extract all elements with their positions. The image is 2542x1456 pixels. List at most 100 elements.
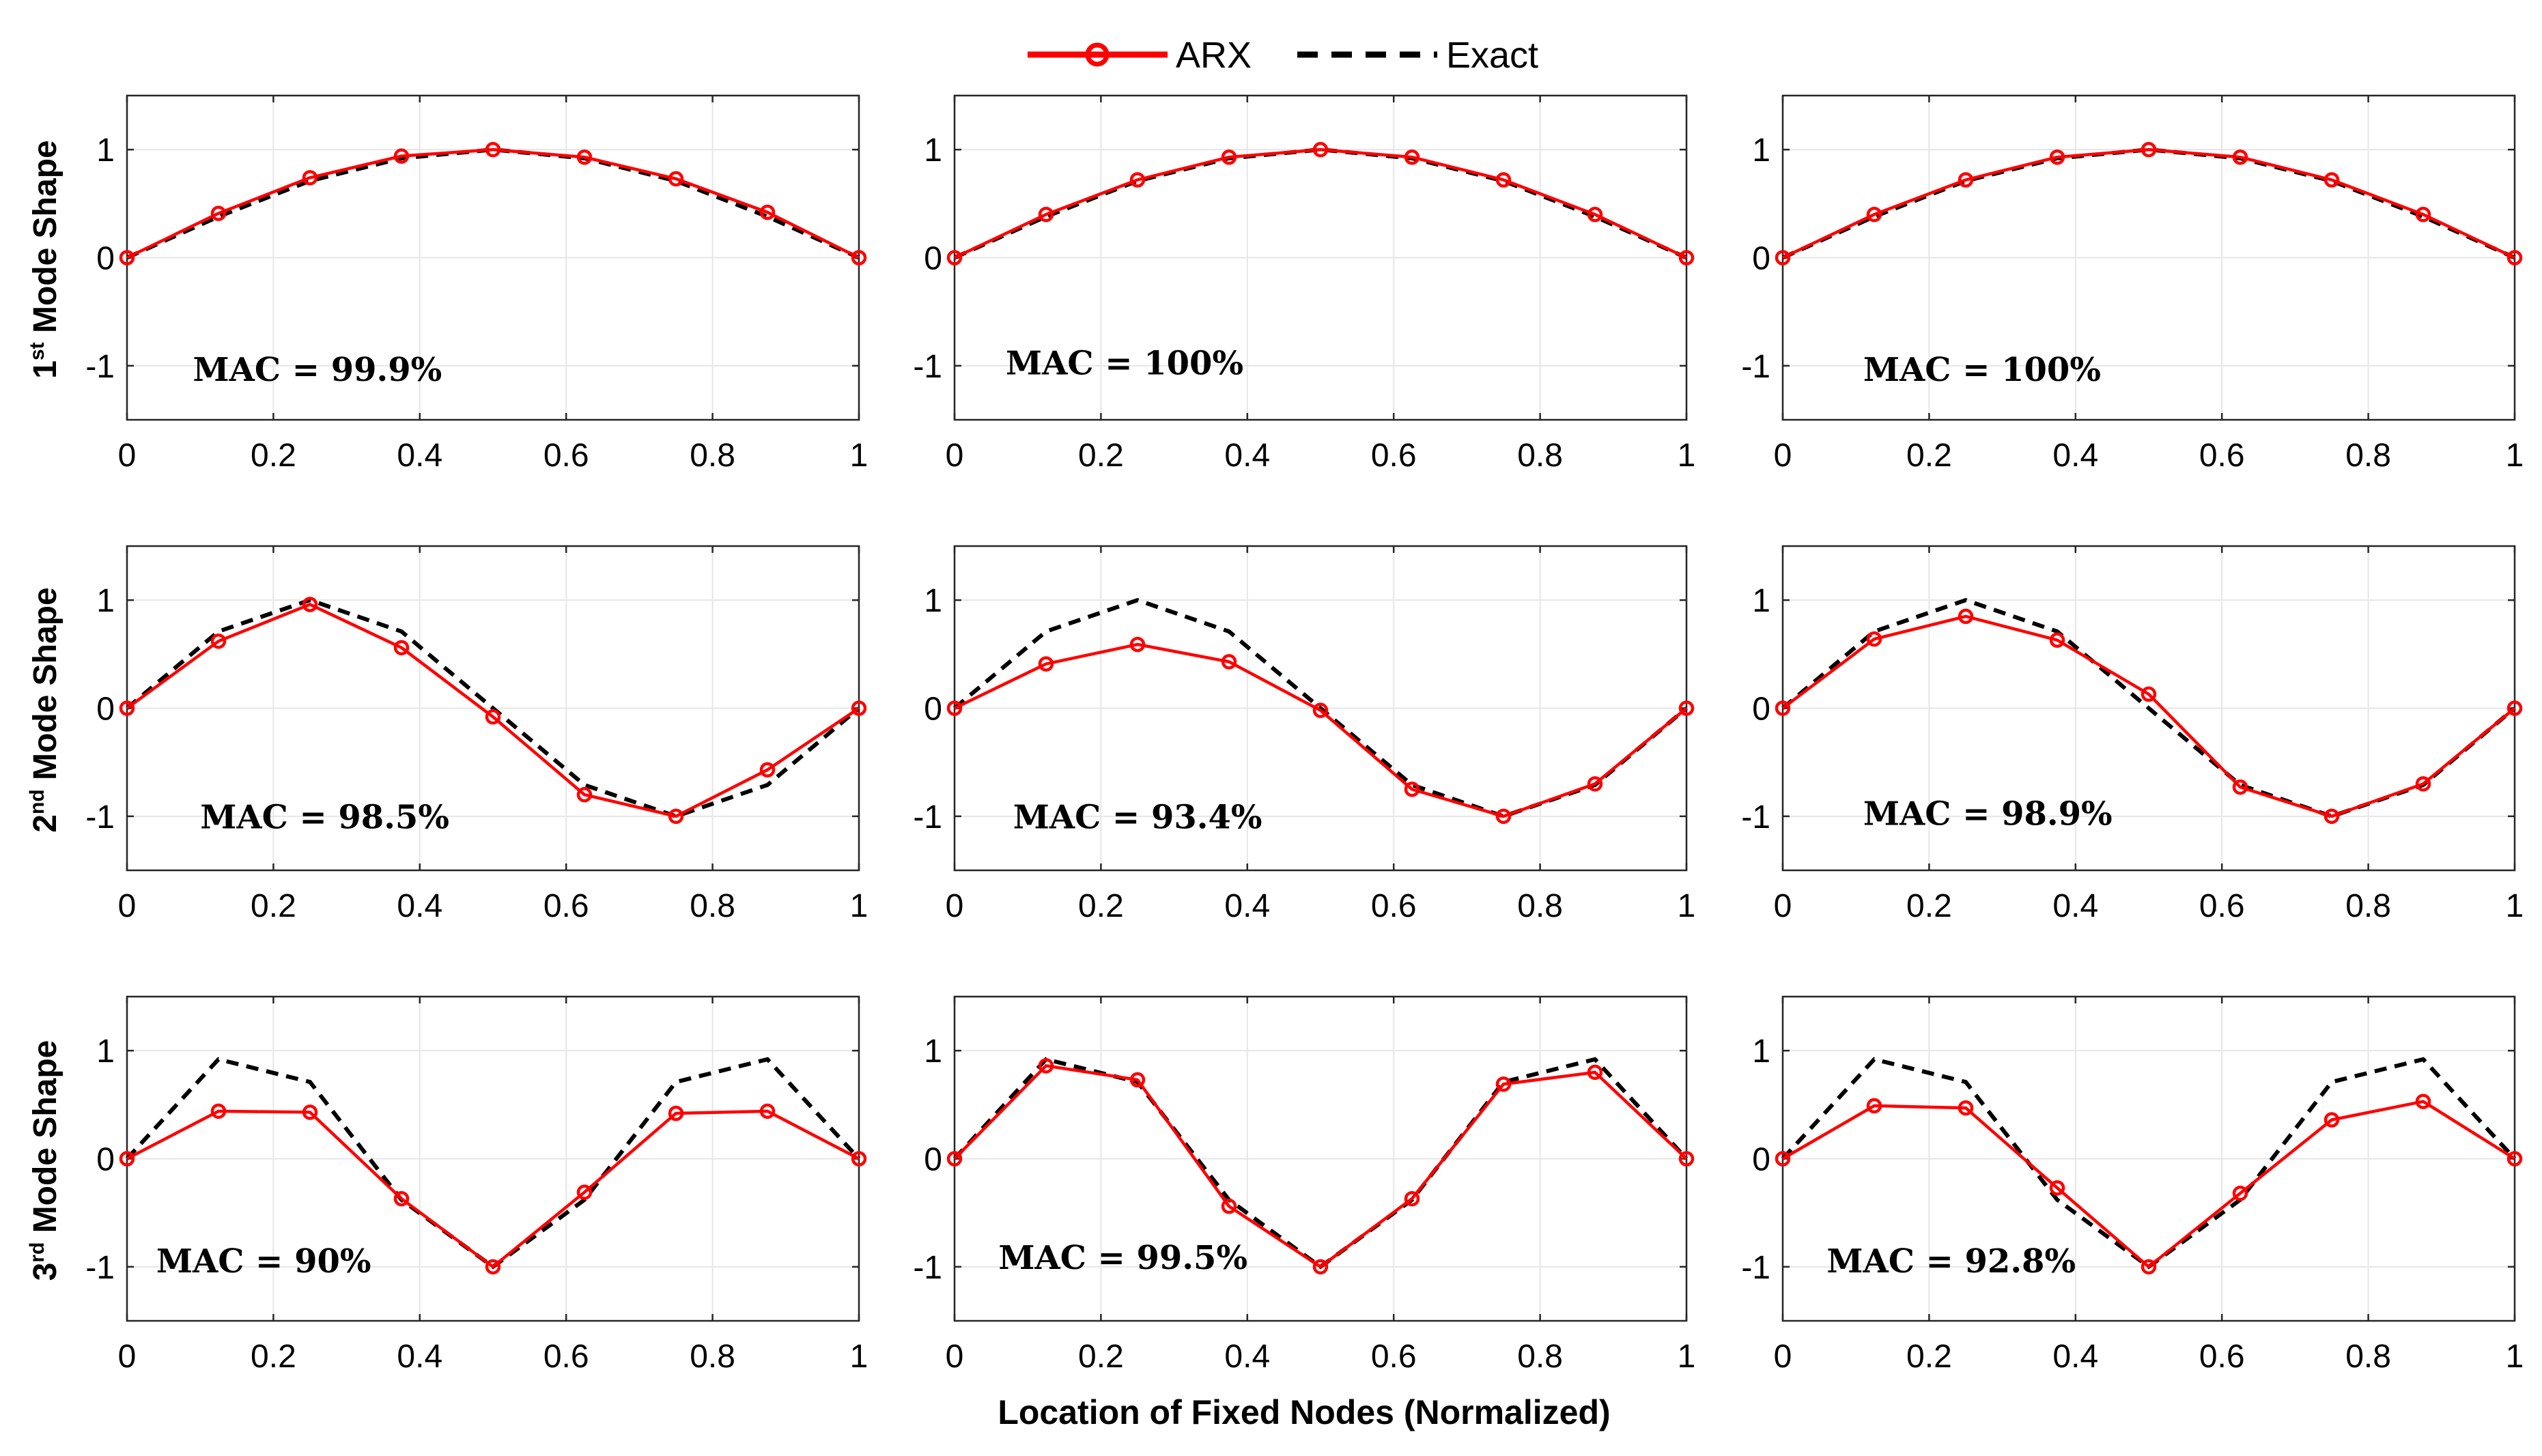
arx-point bbox=[302, 597, 318, 612]
arx-point bbox=[1312, 1259, 1329, 1275]
y-tick-label: 1 bbox=[96, 583, 115, 619]
y-tick-label: 0 bbox=[96, 241, 115, 277]
x-tick-label: 0.2 bbox=[251, 1339, 296, 1375]
series-exact-line bbox=[952, 1057, 1689, 1270]
y-tick-label: 1 bbox=[924, 132, 942, 169]
x-tick-label: 1 bbox=[1678, 438, 1696, 474]
arx-point bbox=[1587, 206, 1603, 223]
arx-point bbox=[485, 709, 501, 725]
subplot-r2-c1: 0 0.2 0.4 0.6 0.8 1 -1 0 1 MAC = 98.5% bbox=[85, 545, 868, 924]
y-tick-label: -1 bbox=[1741, 799, 1770, 836]
mac-annotation: MAC = 100% bbox=[1863, 351, 2101, 389]
arx-point bbox=[1775, 700, 1791, 716]
series-arx-line bbox=[954, 642, 1688, 818]
legend-arx-marker bbox=[1085, 42, 1110, 67]
series-exact-line bbox=[953, 597, 1688, 819]
y-tick-label: 1 bbox=[96, 132, 115, 169]
x-tick-label: 0 bbox=[118, 438, 137, 474]
legend-arx-label: ARX bbox=[1176, 35, 1252, 76]
arx-point bbox=[1495, 808, 1512, 825]
y-tick-label: 0 bbox=[1752, 1142, 1770, 1178]
arx-point bbox=[1038, 656, 1054, 672]
x-tick-label: 0.2 bbox=[251, 438, 296, 474]
x-tick-label: 0.2 bbox=[1906, 438, 1952, 474]
x-tick-label: 0.2 bbox=[1078, 1339, 1124, 1375]
arx-point bbox=[1221, 149, 1237, 165]
y-tick-label: 1 bbox=[1752, 132, 1770, 169]
series-exact-line bbox=[953, 147, 1688, 260]
y-tick-label: 0 bbox=[1752, 691, 1770, 728]
series-arx-line bbox=[1781, 1100, 2516, 1269]
y-tick-label: 0 bbox=[924, 241, 942, 277]
y-tick-label: -1 bbox=[913, 1250, 942, 1286]
x-tick-label: 0.8 bbox=[1517, 888, 1563, 924]
arx-point bbox=[1958, 172, 1974, 188]
x-tick-label: 0.6 bbox=[2199, 1339, 2245, 1375]
y-tick-label: 0 bbox=[924, 691, 942, 728]
mac-annotation: MAC = 92.8% bbox=[1826, 1242, 2076, 1281]
x-tick-label: 1 bbox=[850, 888, 868, 924]
x-tick-label: 1 bbox=[1678, 1339, 1696, 1375]
arx-point bbox=[946, 700, 963, 716]
x-tick-label: 1 bbox=[2506, 888, 2524, 924]
arx-point bbox=[2232, 1185, 2248, 1201]
arx-point bbox=[210, 205, 227, 221]
arx-point bbox=[851, 1151, 867, 1167]
x-tick-label: 0.2 bbox=[1906, 888, 1952, 924]
x-tick-label: 0.8 bbox=[2345, 888, 2391, 924]
mac-annotation: MAC = 100% bbox=[1006, 345, 1243, 383]
series-exact-line bbox=[1781, 597, 2516, 819]
arx-point bbox=[1221, 1198, 1237, 1214]
row-label-3: 3rd Mode Shape bbox=[26, 1040, 63, 1281]
arx-point bbox=[1866, 1098, 1882, 1114]
arx-point bbox=[668, 171, 684, 187]
arx-point bbox=[2141, 141, 2157, 158]
series-exact-line bbox=[1781, 1057, 2517, 1270]
arx-point bbox=[576, 149, 593, 165]
series-exact-line bbox=[125, 1057, 861, 1270]
x-tick-label: 1 bbox=[850, 438, 868, 474]
x-tick-label: 1 bbox=[1678, 888, 1696, 924]
arx-point bbox=[2415, 776, 2431, 792]
x-tick-label: 0.6 bbox=[1371, 1339, 1417, 1375]
y-tick-label: -1 bbox=[85, 1250, 115, 1286]
arx-point bbox=[1775, 1151, 1791, 1167]
arx-point bbox=[851, 250, 867, 266]
x-tick-label: 0.6 bbox=[543, 438, 589, 474]
arx-point bbox=[851, 700, 867, 716]
series-arx-line bbox=[126, 147, 860, 259]
x-tick-label: 0.8 bbox=[1517, 438, 1563, 474]
arx-point bbox=[1775, 250, 1791, 266]
mac-annotation: MAC = 90% bbox=[156, 1242, 371, 1281]
x-tick-label: 0.6 bbox=[543, 1339, 589, 1375]
arx-point bbox=[946, 250, 963, 266]
arx-point bbox=[119, 250, 135, 266]
arx-point bbox=[2141, 1259, 2157, 1275]
arx-point bbox=[2324, 1112, 2340, 1128]
arx-point bbox=[2141, 686, 2157, 702]
x-tick-label: 0.4 bbox=[1224, 888, 1270, 924]
arx-point bbox=[393, 640, 410, 656]
x-axis-label: Location of Fixed Nodes (Normalized) bbox=[998, 1393, 1610, 1431]
arx-point bbox=[1312, 141, 1329, 158]
arx-point bbox=[576, 1184, 593, 1200]
x-tick-label: 0.6 bbox=[543, 888, 589, 924]
series-exact-line bbox=[1781, 147, 2516, 260]
arx-point bbox=[2232, 149, 2248, 165]
arx-point bbox=[119, 1151, 135, 1167]
arx-point bbox=[1495, 172, 1512, 188]
y-tick-label: 0 bbox=[96, 1142, 115, 1178]
arx-point bbox=[2415, 206, 2431, 223]
x-tick-label: 0.6 bbox=[1371, 438, 1417, 474]
subplot-r3-c3: 0 0.2 0.4 0.6 0.8 1 -1 0 1 MAC = 92.8% bbox=[1741, 995, 2524, 1375]
y-tick-label: 0 bbox=[924, 1142, 942, 1178]
mac-annotation: MAC = 98.5% bbox=[200, 798, 449, 836]
arx-point bbox=[1678, 250, 1695, 266]
x-tick-label: 0.4 bbox=[397, 438, 442, 474]
mac-annotation: MAC = 98.9% bbox=[1863, 795, 2113, 833]
x-tick-label: 0.4 bbox=[2052, 438, 2098, 474]
arx-point bbox=[1129, 172, 1146, 188]
x-tick-label: 0.4 bbox=[1224, 438, 1270, 474]
